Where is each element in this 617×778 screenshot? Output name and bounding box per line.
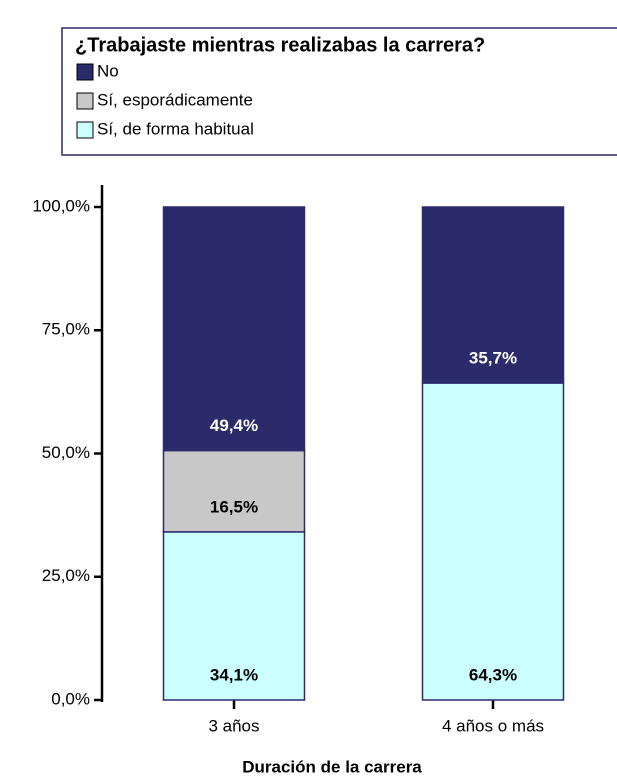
data-label: 16,5% <box>210 497 258 516</box>
y-tick-label: 50,0% <box>42 443 90 462</box>
legend-swatch <box>76 63 94 81</box>
data-label: 35,7% <box>469 348 517 367</box>
bar-segment <box>162 531 306 701</box>
legend-label: No <box>97 61 119 80</box>
y-tick-label: 25,0% <box>42 566 90 585</box>
data-label: 49,4% <box>210 416 258 435</box>
legend-title: ¿Trabajaste mientras realizabas la carre… <box>75 34 485 56</box>
bar-segment <box>421 206 565 384</box>
bar-segment <box>421 382 565 701</box>
bar-segment <box>162 206 306 452</box>
data-label: 64,3% <box>469 665 517 684</box>
y-tick-label: 100,0% <box>32 196 90 215</box>
y-tick-label: 0,0% <box>51 689 90 708</box>
x-tick-label: 3 años <box>208 716 259 735</box>
legend-box <box>61 27 617 156</box>
x-tick-label: 4 años o más <box>442 716 544 735</box>
y-tick-label: 75,0% <box>42 320 90 339</box>
legend-label: Sí, de forma habitual <box>97 119 254 138</box>
x-axis-label: Duración de la carrera <box>242 757 422 776</box>
legend-swatch <box>76 121 94 139</box>
legend-label: Sí, esporádicamente <box>97 90 253 109</box>
legend-swatch <box>76 92 94 110</box>
bar-segment <box>162 449 306 533</box>
data-label: 34,1% <box>210 665 258 684</box>
